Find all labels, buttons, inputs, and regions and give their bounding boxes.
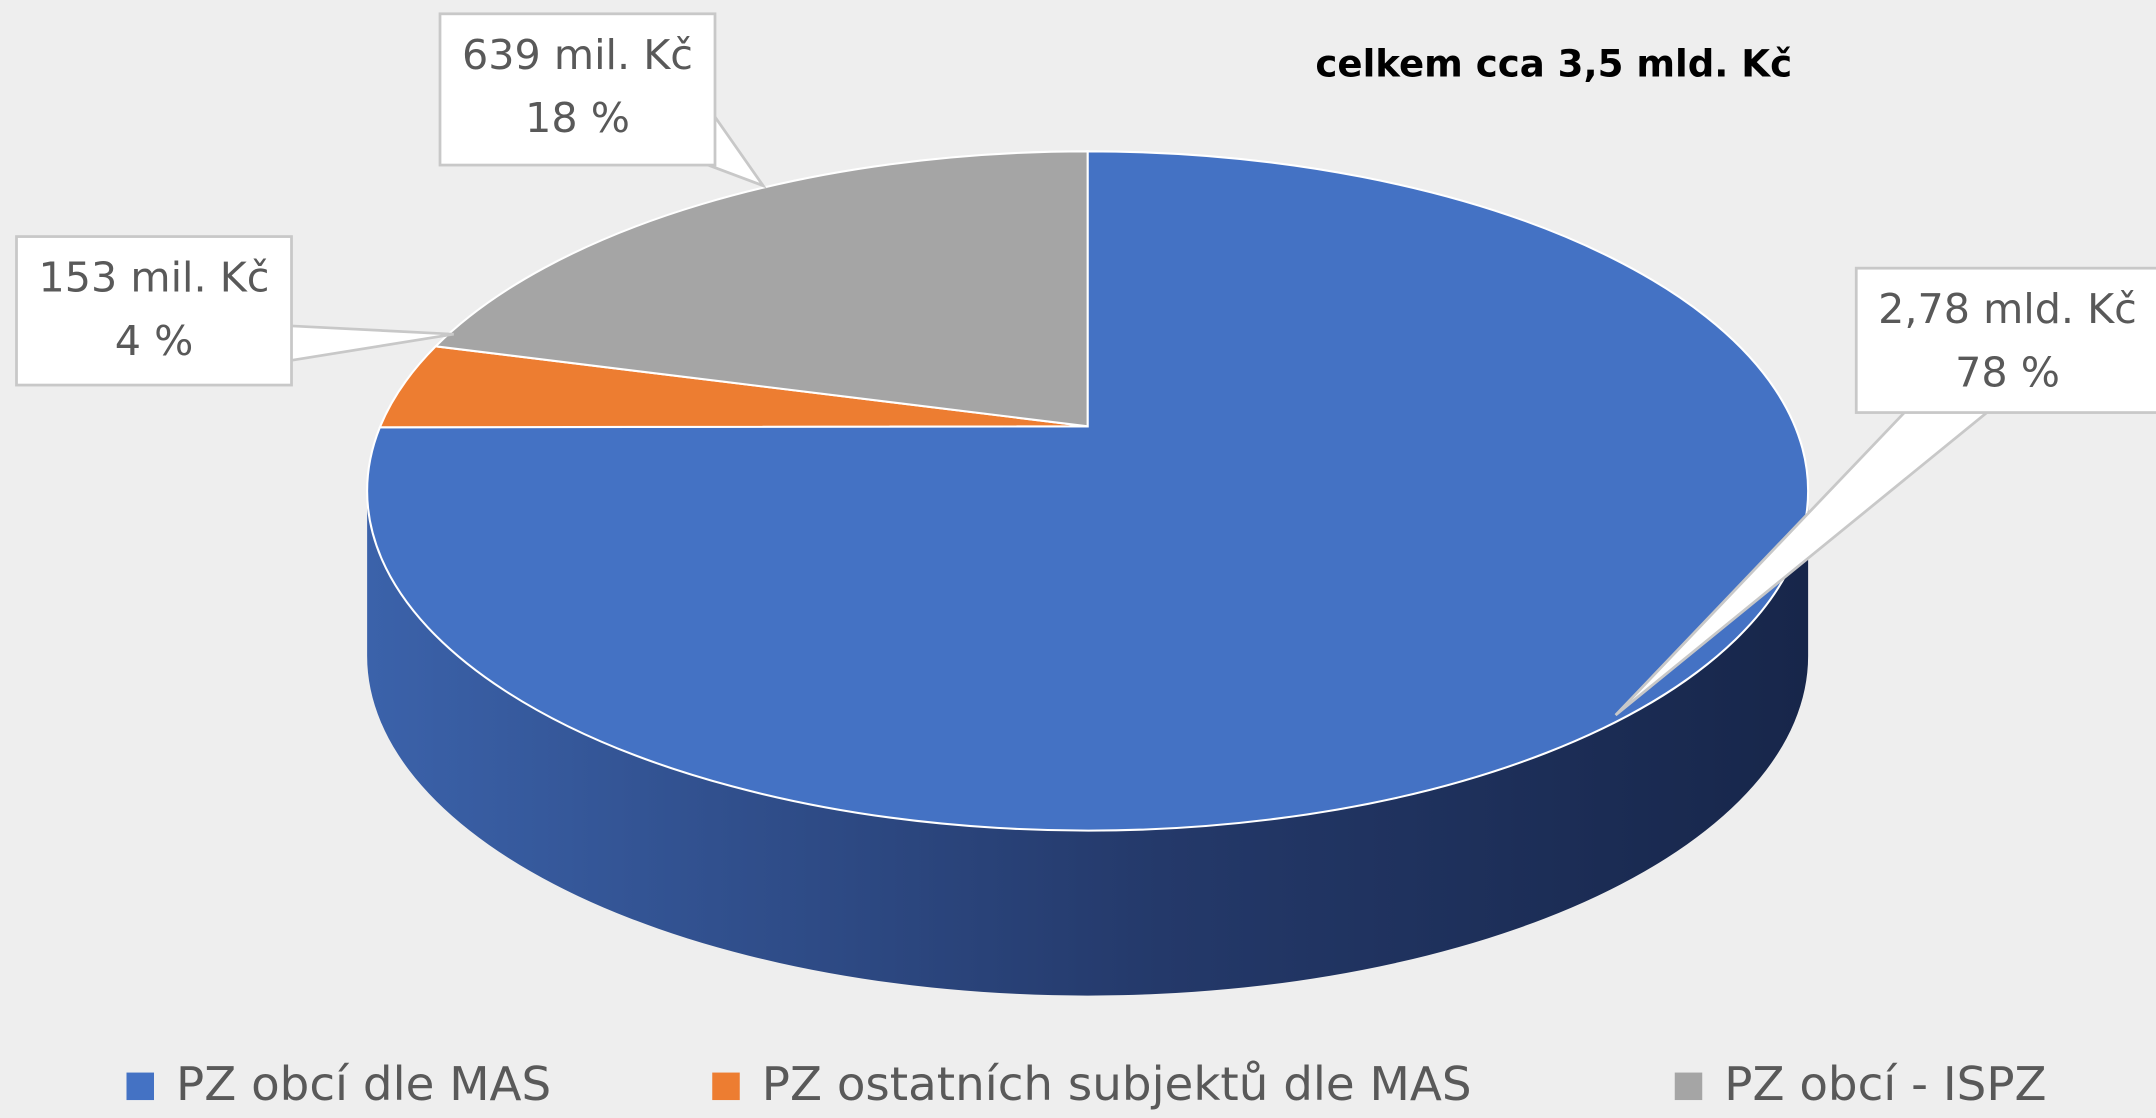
- legend-swatch: [126, 1072, 154, 1101]
- callout-pointer: [291, 324, 454, 362]
- chart-title: celkem cca 3,5 mld. Kč: [1315, 43, 1792, 86]
- pie-side: [367, 490, 1809, 996]
- value-label: 4 %: [115, 317, 194, 365]
- pie-slice: [378, 345, 1088, 429]
- callout-pointer: [1614, 411, 1988, 717]
- callout-box: [15, 235, 293, 387]
- value-label: 78 %: [1955, 348, 2060, 396]
- amount-label: 2,78 mld. Kč: [1878, 285, 2137, 333]
- value-label: 18 %: [525, 94, 630, 142]
- legend-label: PZ obcí - ISPZ: [1724, 1058, 2046, 1112]
- callout-pointer: [707, 116, 767, 189]
- legend-label: PZ obcí dle MAS: [176, 1058, 551, 1112]
- callout-box: [438, 12, 717, 167]
- legend-swatch: [712, 1072, 740, 1101]
- amount-label: 639 mil. Kč: [462, 31, 693, 79]
- pie-slice: [366, 150, 1810, 832]
- legend-label: PZ ostatních subjektů dle MAS: [762, 1058, 1472, 1112]
- pie-slice: [433, 150, 1089, 428]
- callout-box: [1854, 266, 2156, 414]
- legend-swatch: [1674, 1072, 1703, 1101]
- amount-label: 153 mil. Kč: [39, 254, 270, 302]
